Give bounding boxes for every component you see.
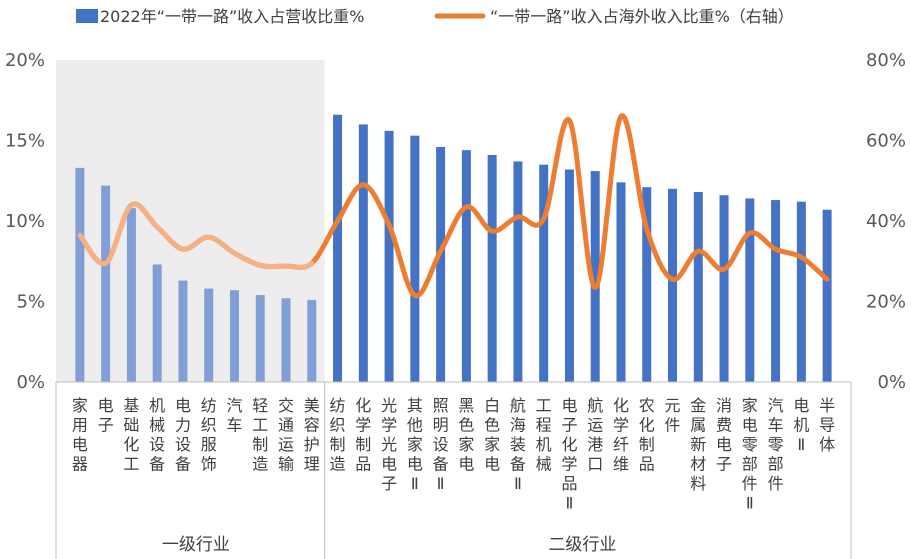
bar bbox=[126, 208, 136, 382]
bar bbox=[255, 295, 265, 382]
y-left-tick-label: 0% bbox=[16, 372, 45, 393]
bar bbox=[152, 264, 162, 382]
bar bbox=[178, 280, 188, 382]
bar bbox=[564, 169, 574, 382]
bar bbox=[229, 290, 239, 382]
x-tick-label: 纺织制造 bbox=[330, 396, 346, 474]
bar bbox=[668, 188, 678, 382]
x-tick-label: 黑色家电 bbox=[458, 396, 474, 474]
bar bbox=[410, 135, 420, 382]
bar bbox=[461, 150, 471, 382]
y-left-tick-label: 20% bbox=[5, 50, 45, 71]
x-tick-label: 白色家电 bbox=[484, 396, 500, 474]
y-right-tick-label: 60% bbox=[866, 131, 906, 152]
x-tick-label: 工程机械 bbox=[536, 396, 552, 474]
x-tick-label: 电子化学品 Ⅱ bbox=[561, 396, 577, 513]
bar bbox=[719, 195, 729, 382]
x-tick-label: 轻工制造 bbox=[252, 396, 268, 474]
x-tick-label: 纺织服饰 bbox=[201, 396, 217, 474]
x-tick-label: 照明设备 Ⅱ bbox=[433, 396, 449, 493]
legend-line-label: “一带一路”收入占海外收入比重%（右轴） bbox=[490, 7, 794, 26]
bar bbox=[745, 198, 755, 382]
x-tick-label: 美容护理 bbox=[304, 396, 320, 474]
bar bbox=[75, 167, 85, 382]
x-tick-label: 电机 Ⅱ bbox=[793, 396, 809, 454]
x-tick-label: 其他家电 Ⅱ bbox=[407, 396, 423, 493]
x-tick-label: 消费电子 bbox=[716, 396, 732, 474]
bar bbox=[333, 114, 343, 383]
x-tick-label: 机械设备 bbox=[149, 396, 165, 474]
y-left-tick-label: 5% bbox=[16, 292, 45, 313]
y-right-tick-label: 20% bbox=[866, 292, 906, 313]
x-tick-label: 汽车 bbox=[226, 396, 242, 435]
x-tick-label: 元件 bbox=[665, 396, 681, 435]
x-tick-label: 航海装备 Ⅱ bbox=[510, 396, 526, 493]
y-left-tick-label: 10% bbox=[5, 211, 45, 232]
bar bbox=[101, 185, 111, 382]
x-axis-groups: 一级行业 二级行业 bbox=[55, 382, 852, 559]
x-tick-label: 基础化工 bbox=[123, 396, 139, 474]
x-tick-label: 交通运输 bbox=[278, 396, 294, 474]
bar bbox=[281, 298, 291, 382]
bar bbox=[796, 201, 806, 382]
x-tick-label: 光学光电子 bbox=[381, 396, 397, 493]
bar bbox=[436, 146, 446, 382]
x-tick-label: 家电零部件 Ⅱ bbox=[742, 396, 758, 513]
bar bbox=[693, 192, 703, 382]
group-label: 一级行业 bbox=[162, 535, 230, 555]
bar bbox=[642, 187, 652, 382]
y-right-tick-label: 40% bbox=[866, 211, 906, 232]
y-right-tick-label: 80% bbox=[866, 50, 906, 71]
group-label: 二级行业 bbox=[548, 535, 616, 555]
shaded-region-level1 bbox=[56, 60, 325, 382]
bar bbox=[513, 161, 523, 382]
bar bbox=[616, 182, 626, 382]
x-tick-label: 农化制品 bbox=[639, 396, 655, 474]
bar bbox=[307, 299, 317, 382]
x-tick-label: 金属新材料 bbox=[690, 396, 706, 493]
bar bbox=[384, 130, 394, 382]
legend-bar-swatch bbox=[76, 9, 98, 23]
y-left-tick-label: 15% bbox=[5, 131, 45, 152]
bar bbox=[771, 200, 781, 382]
y-right-tick-label: 0% bbox=[877, 372, 906, 393]
bar bbox=[204, 288, 214, 382]
x-tick-label: 电力设备 bbox=[175, 396, 191, 474]
legend: 2022年“一带一路”收入占营收比重% “一带一路”收入占海外收入比重%（右轴） bbox=[76, 7, 794, 26]
x-tick-label: 半导体 bbox=[819, 396, 835, 454]
x-axis-labels: 家用电器电子基础化工机械设备电力设备纺织服饰汽车轻工制造交通运输美容护理纺织制造… bbox=[72, 396, 835, 513]
line-series-light-segment bbox=[77, 201, 315, 270]
x-tick-label: 家用电器 bbox=[72, 396, 88, 474]
x-tick-label: 化学制品 bbox=[355, 396, 371, 474]
bar-series bbox=[75, 114, 832, 383]
x-tick-label: 化学纤维 bbox=[613, 396, 629, 474]
bar bbox=[539, 164, 549, 382]
y-axis-right: 0% 20% 40% 60% 80% bbox=[866, 50, 906, 393]
bar bbox=[822, 209, 832, 382]
bar bbox=[358, 124, 368, 383]
bar bbox=[487, 154, 497, 382]
x-tick-label: 汽车零部件 bbox=[768, 396, 784, 493]
x-tick-label: 电子 bbox=[98, 396, 114, 435]
x-tick-label: 航运港口 bbox=[587, 396, 603, 474]
bar bbox=[590, 171, 600, 382]
legend-bar-label: 2022年“一带一路”收入占营收比重% bbox=[100, 7, 365, 26]
y-axis-left: 0% 5% 10% 15% 20% bbox=[5, 50, 45, 393]
